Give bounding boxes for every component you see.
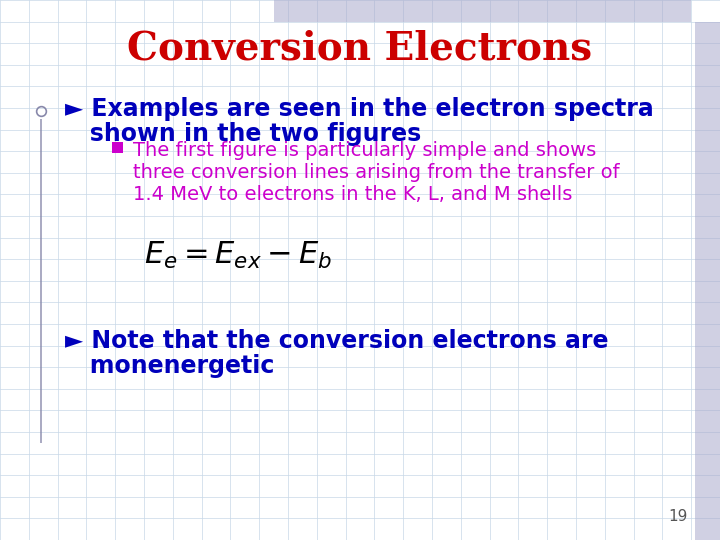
Bar	[40, 119, 42, 443]
Text: ► Examples are seen in the electron spectra: ► Examples are seen in the electron spec…	[65, 97, 654, 121]
Bar	[112, 142, 123, 153]
Text: 19: 19	[668, 509, 688, 524]
Text: 1.4 MeV to electrons in the K, L, and M shells: 1.4 MeV to electrons in the K, L, and M …	[133, 185, 572, 204]
Text: three conversion lines arising from the transfer of: three conversion lines arising from the …	[133, 163, 620, 182]
Text: $E_e = E_{ex} - E_b$: $E_e = E_{ex} - E_b$	[144, 240, 332, 272]
Bar	[274, 0, 691, 22]
Text: shown in the two figures: shown in the two figures	[65, 122, 421, 145]
Text: Conversion Electrons: Conversion Electrons	[127, 30, 593, 68]
Text: ► Note that the conversion electrons are: ► Note that the conversion electrons are	[65, 329, 608, 353]
Bar	[695, 22, 720, 540]
Text: monenergetic: monenergetic	[65, 354, 274, 377]
Text: The first figure is particularly simple and shows: The first figure is particularly simple …	[133, 141, 596, 160]
